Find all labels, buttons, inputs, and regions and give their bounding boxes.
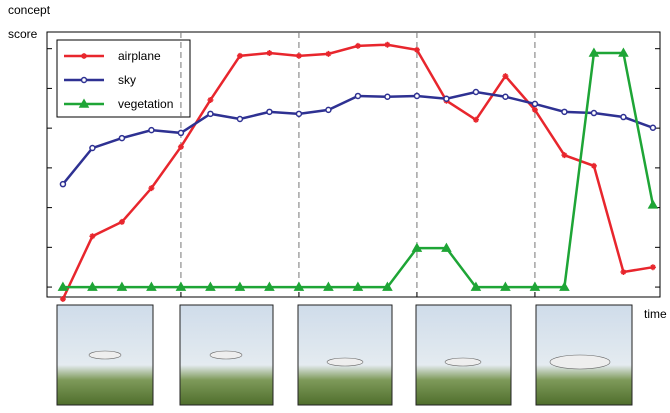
marker: [503, 94, 508, 99]
marker: [620, 269, 626, 275]
marker: [236, 283, 244, 290]
marker: [178, 130, 183, 135]
thumbnails: [57, 305, 632, 405]
marker: [237, 117, 242, 122]
chart: concept score time airplane sky vegetation: [0, 0, 670, 408]
marker: [325, 51, 331, 57]
marker: [649, 201, 657, 208]
legend-label: sky: [118, 73, 136, 87]
marker: [621, 115, 626, 120]
marker: [326, 107, 331, 112]
marker: [413, 244, 421, 251]
legend-label: airplane: [118, 49, 161, 63]
legend-marker: [82, 78, 87, 83]
marker: [590, 49, 598, 56]
marker: [354, 283, 362, 290]
marker: [266, 50, 272, 56]
marker: [147, 283, 155, 290]
marker: [59, 283, 67, 290]
marker: [532, 101, 537, 106]
marker: [591, 163, 597, 169]
marker: [60, 182, 65, 187]
marker: [119, 136, 124, 141]
marker: [384, 42, 390, 48]
marker: [355, 93, 360, 98]
marker: [444, 96, 449, 101]
marker: [296, 111, 301, 116]
marker: [531, 283, 539, 290]
marker: [619, 49, 627, 56]
x-axis-label: time: [644, 307, 667, 321]
marker: [650, 264, 656, 270]
marker: [560, 283, 568, 290]
marker: [90, 146, 95, 151]
marker: [177, 283, 185, 290]
marker: [355, 43, 361, 49]
marker: [562, 109, 567, 114]
marker: [267, 109, 272, 114]
frame-thumbnail: [298, 305, 392, 405]
marker: [208, 111, 213, 116]
marker: [414, 93, 419, 98]
marker: [265, 283, 273, 290]
marker: [591, 111, 596, 116]
frame-thumbnail: [416, 305, 511, 405]
marker: [501, 283, 509, 290]
legend-label: vegetation: [118, 97, 173, 111]
marker: [118, 283, 126, 290]
marker: [296, 53, 302, 59]
marker: [295, 283, 303, 290]
y-axis-label: concept: [8, 3, 51, 17]
marker: [88, 283, 96, 290]
y-axis-label: score: [8, 27, 38, 41]
marker: [149, 128, 154, 133]
marker: [385, 94, 390, 99]
marker: [324, 283, 332, 290]
marker: [206, 283, 214, 290]
marker: [473, 89, 478, 94]
marker: [650, 125, 655, 130]
marker: [442, 244, 450, 251]
